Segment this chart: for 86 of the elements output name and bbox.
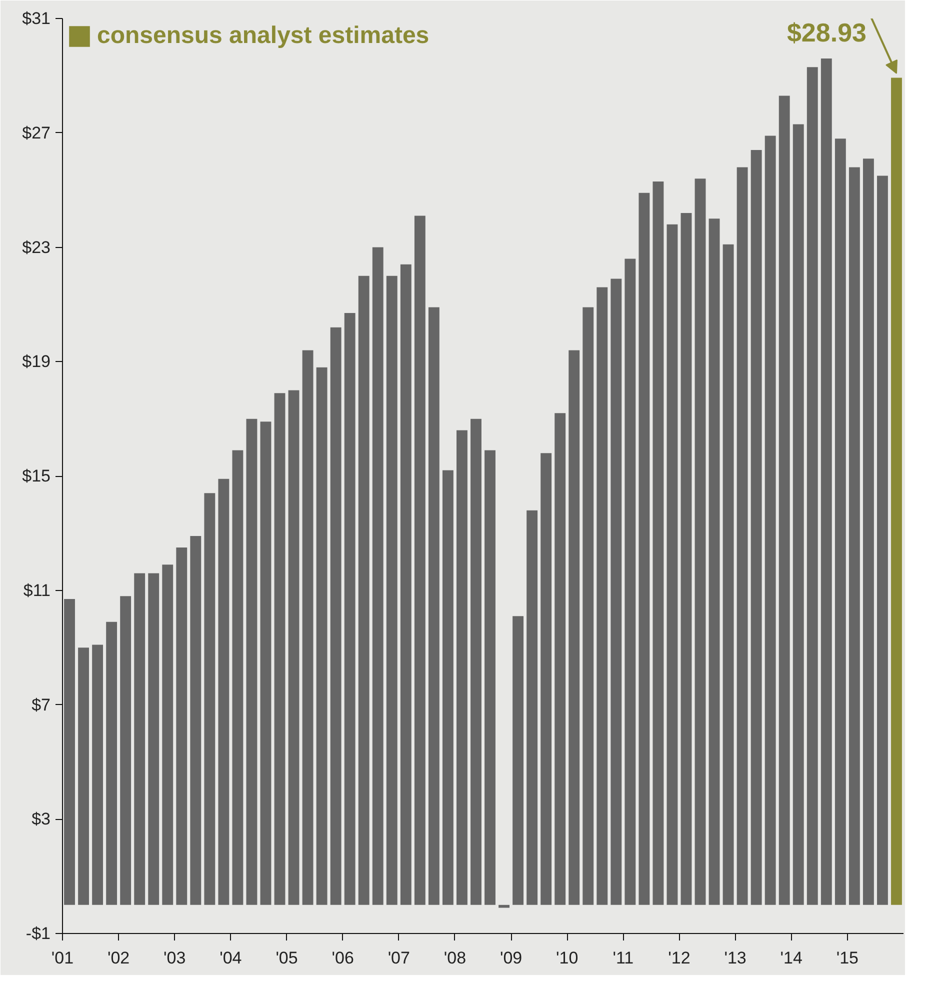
bar — [680, 212, 692, 905]
bar — [330, 327, 342, 905]
bar — [764, 136, 776, 905]
bar — [498, 904, 510, 908]
bar — [750, 150, 762, 905]
bar — [722, 244, 734, 905]
y-tick-label: $7 — [32, 695, 51, 714]
y-tick-label: $19 — [22, 352, 51, 372]
x-tick-label: '10 — [556, 948, 578, 968]
bar — [442, 470, 454, 905]
bar — [316, 367, 328, 905]
bar — [877, 176, 888, 905]
y-tick-label: -$1 — [26, 924, 51, 943]
annotation: $28.93 — [786, 18, 866, 48]
bar — [204, 493, 216, 905]
bar — [540, 453, 552, 905]
y-tick-label: $11 — [23, 580, 51, 600]
bar — [891, 78, 902, 905]
x-tick-label: '11 — [612, 948, 634, 968]
bar — [428, 307, 440, 905]
bar — [302, 350, 314, 905]
bar — [120, 596, 132, 905]
x-tick-label: '14 — [780, 948, 802, 968]
bar — [106, 622, 118, 905]
x-tick-label: '01 — [51, 948, 74, 968]
bar — [232, 450, 244, 905]
bar — [694, 178, 706, 905]
bar — [470, 418, 482, 905]
bar — [708, 218, 720, 905]
bar — [190, 536, 202, 905]
bar — [288, 390, 300, 905]
legend-label: consensus analyst estimates — [97, 22, 430, 50]
bar — [624, 258, 636, 905]
bar — [554, 413, 566, 905]
bar — [92, 644, 104, 905]
bar — [666, 224, 678, 905]
bar — [260, 422, 272, 905]
bar — [512, 616, 524, 905]
bar — [736, 167, 748, 905]
x-tick-label: '09 — [500, 948, 522, 968]
bar — [274, 393, 286, 905]
x-tick-label: '13 — [724, 948, 746, 968]
x-tick-label: '08 — [444, 948, 466, 968]
bar — [792, 124, 804, 905]
bar — [848, 167, 860, 905]
x-tick-label: '06 — [332, 948, 354, 968]
bar — [372, 247, 384, 905]
bar — [176, 547, 188, 905]
bar — [386, 276, 398, 905]
y-tick-label: $31 — [22, 9, 51, 28]
y-tick-label: $27 — [22, 123, 51, 142]
bar — [610, 278, 622, 905]
x-tick-label: '15 — [836, 948, 859, 968]
x-tick-label: '03 — [164, 948, 186, 968]
bar — [834, 138, 846, 905]
y-tick-label: $3 — [32, 810, 51, 829]
bar — [162, 564, 174, 905]
bar — [134, 573, 146, 905]
bar — [456, 430, 468, 905]
bar — [652, 181, 664, 905]
bar — [64, 598, 75, 905]
bar — [246, 418, 258, 905]
bar — [568, 350, 580, 905]
x-tick-label: '05 — [276, 948, 298, 968]
x-tick-label: '02 — [107, 948, 130, 968]
bar — [638, 192, 650, 905]
bar — [862, 158, 874, 905]
x-tick-label: '04 — [220, 948, 242, 968]
bar — [218, 478, 230, 905]
bar — [484, 450, 496, 905]
bar — [820, 58, 832, 905]
bar — [344, 313, 356, 905]
bar — [596, 287, 608, 905]
bar — [526, 510, 538, 905]
x-tick-label: '12 — [668, 948, 690, 968]
y-tick-label: $15 — [22, 466, 51, 486]
bar — [358, 276, 370, 905]
bar — [414, 216, 426, 905]
bar — [806, 67, 818, 905]
y-tick-label: $23 — [22, 238, 51, 257]
bar — [148, 573, 160, 905]
x-tick-label: '07 — [388, 948, 410, 968]
bar — [582, 307, 594, 905]
bar — [400, 264, 412, 905]
bar — [78, 648, 89, 905]
bar — [778, 96, 790, 905]
